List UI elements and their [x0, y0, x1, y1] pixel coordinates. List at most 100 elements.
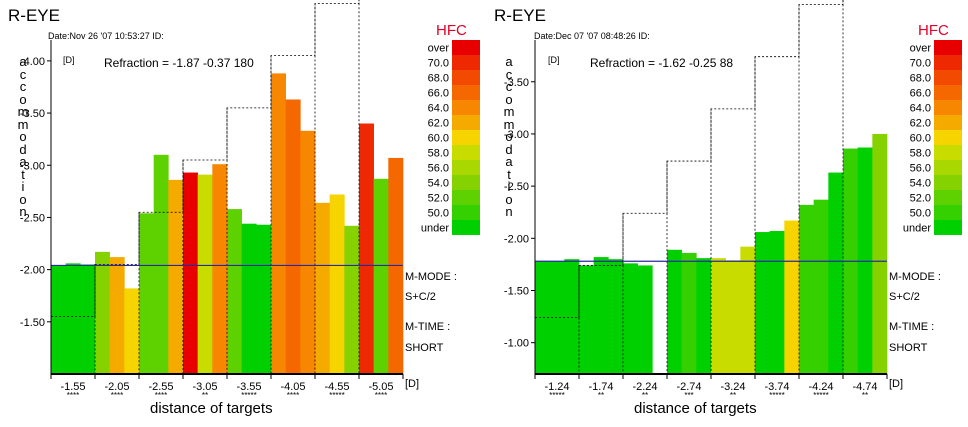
y-title-letter: o [19, 129, 27, 144]
chart1-group: -1.50-2.00-2.50-3.00-3.50-4.00-1.55****-… [20, 0, 480, 400]
hfc-legend-swatch [452, 175, 480, 190]
data-bar [197, 174, 213, 374]
data-bar [667, 249, 682, 374]
x-tick-stars: ** [862, 391, 868, 400]
x-tick-label: -2.55 [148, 381, 173, 393]
data-bar [755, 232, 770, 374]
chart2-eye-title: R-EYE [494, 6, 546, 25]
y-tick-label: -1.50 [20, 317, 45, 329]
hfc-legend-label: over [910, 43, 932, 55]
hfc-legend-label: 70.0 [428, 58, 449, 70]
data-bar [271, 73, 286, 375]
data-bar [168, 179, 184, 374]
chart2-hfc-title: HFC [918, 22, 949, 39]
y-tick-label: -1.00 [504, 338, 529, 350]
y-title-letter: a [19, 154, 27, 169]
hfc-legend-swatch [452, 55, 480, 70]
hfc-legend-swatch [934, 220, 962, 235]
data-bar [95, 251, 110, 374]
hfc-legend-swatch [452, 40, 480, 55]
hfc-legend-label: 58.0 [910, 148, 931, 160]
hfc-legend-swatch [934, 145, 962, 160]
data-bar [359, 123, 374, 374]
data-bar [80, 264, 96, 374]
side-label: S+C/2 [405, 291, 436, 303]
y-title-letter: n [19, 204, 27, 219]
hfc-legend-label: 66.0 [910, 88, 931, 100]
x-tick-label: -1.74 [588, 381, 613, 393]
hfc-legend-swatch [452, 145, 480, 160]
y-title-letter: o [19, 91, 27, 107]
hfc-legend-swatch [934, 85, 962, 100]
x-tick-label: -4.05 [280, 381, 305, 393]
data-bar [51, 265, 66, 374]
x-tick-label: -3.24 [720, 381, 745, 393]
x-tick-label: -1.55 [60, 381, 85, 393]
x-tick-stars: ***** [329, 391, 345, 400]
data-bar [828, 172, 844, 374]
hfc-legend-label: 60.0 [910, 133, 931, 145]
hfc-legend-label: 50.0 [428, 208, 449, 220]
side-label: SHORT [889, 342, 928, 354]
y-tick-label: -2.00 [20, 265, 45, 277]
side-label: S+C/2 [889, 291, 920, 303]
y-title-letter: i [507, 179, 511, 194]
data-bar [608, 259, 624, 374]
hfc-legend-label: 60.0 [428, 133, 449, 145]
chart2-y-unit: [D] [548, 55, 560, 65]
x-tick-stars: **** [375, 391, 387, 400]
hfc-legend-label: 52.0 [910, 193, 931, 205]
side-label: M-TIME : [889, 321, 934, 333]
hfc-legend-label: 50.0 [910, 208, 931, 220]
data-bar [696, 258, 712, 374]
side-label: M-TIME : [405, 321, 450, 333]
hfc-legend-swatch [452, 205, 480, 220]
x-tick-stars: **** [111, 391, 123, 400]
x-tick-stars: ***** [549, 391, 565, 400]
x-tick-stars: *** [684, 391, 693, 400]
chart1-x-title: distance of targets [150, 400, 273, 417]
y-tick-label: -2.50 [504, 181, 529, 193]
hfc-legend-swatch [934, 205, 962, 220]
chart1-hfc-title: HFC [436, 22, 467, 39]
data-bar [549, 261, 565, 374]
hfc-legend-label: 62.0 [428, 118, 449, 130]
x-tick-label: -4.24 [808, 381, 833, 393]
x-tick-label: -2.74 [676, 381, 701, 393]
data-bar [212, 164, 228, 374]
y-title-letter: m [17, 104, 29, 119]
y-title-letter: o [505, 191, 513, 207]
y-title-letter: o [505, 129, 513, 144]
y-title-letter: t [21, 166, 25, 182]
x-tick-stars: ***** [813, 391, 829, 400]
y-title-letter: a [505, 54, 513, 69]
x-tick-label: -4.74 [852, 381, 877, 393]
data-bar [564, 259, 580, 374]
hfc-legend-label: 56.0 [428, 163, 449, 175]
x-tick-label: -2.24 [632, 381, 657, 393]
hfc-legend-swatch [934, 175, 962, 190]
hfc-legend-label: 66.0 [428, 88, 449, 100]
chart2-x-unit: [D] [889, 378, 904, 390]
data-bar [637, 265, 653, 374]
chart2-x-title: distance of targets [634, 400, 757, 417]
chart1-y-unit: [D] [63, 55, 75, 65]
hfc-legend-label: 54.0 [910, 178, 931, 190]
hfc-legend-label: 64.0 [428, 103, 449, 115]
hfc-legend-swatch [452, 130, 480, 145]
y-tick-label: -3.00 [20, 160, 45, 172]
data-bar [373, 178, 389, 374]
y-tick-label: -2.50 [20, 212, 45, 224]
y-title-letter: c [505, 79, 513, 94]
y-title-letter: d [505, 141, 513, 157]
hfc-legend-swatch [452, 100, 480, 115]
x-tick-stars: ***** [769, 391, 785, 400]
hfc-legend-label: 56.0 [910, 163, 931, 175]
y-title-letter: t [507, 166, 511, 182]
data-bar [623, 263, 638, 374]
y-title-letter: o [19, 191, 27, 207]
hfc-legend-swatch [452, 115, 480, 130]
hfc-legend-label: 70.0 [910, 58, 931, 70]
hfc-legend-swatch [452, 85, 480, 100]
